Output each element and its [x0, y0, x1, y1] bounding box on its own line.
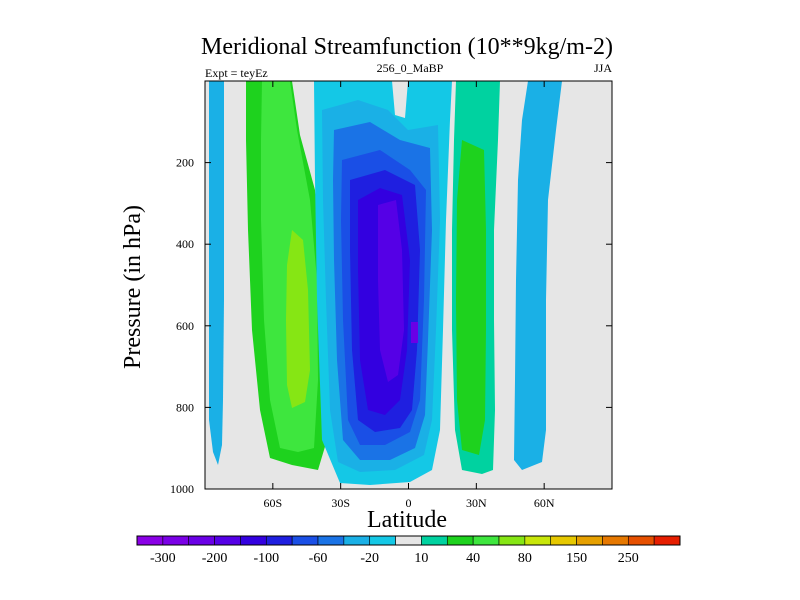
x-tick-label: 0 [406, 496, 412, 510]
colorbar-swatch [162, 535, 190, 546]
contour-fill-layer [209, 81, 562, 485]
colorbar-swatch [369, 535, 396, 546]
colorbar-tick-label: -200 [202, 551, 228, 566]
colorbar-tick-label: 250 [618, 551, 639, 566]
colorbar-swatch [421, 535, 448, 546]
colorbar-swatch [188, 535, 215, 546]
colorbar-tick-label: 40 [466, 551, 480, 566]
colorbar-tick-label: -60 [309, 551, 328, 566]
y-axis-label: Pressure (in hPa) [120, 205, 146, 369]
colorbar-swatch [317, 535, 345, 546]
y-tick-label: 1000 [170, 482, 194, 496]
colorbar-swatch [550, 535, 577, 546]
colorbar-swatch [653, 535, 681, 546]
x-axis: 60S 30S 0 30N 60N [263, 81, 555, 510]
chart-title: Meridional Streamfunction (10**9kg/m-2) [201, 34, 613, 60]
run-label: 256_0_MaBP [377, 61, 444, 75]
colorbar-tick-label: 150 [566, 551, 587, 566]
colorbar-swatch [627, 535, 655, 546]
colorbar-swatch [136, 535, 164, 546]
colorbar-swatch [446, 535, 474, 546]
contour-hadley-core [378, 200, 404, 382]
colorbar-tick-label: -100 [253, 551, 279, 566]
colorbar-swatch [602, 535, 629, 546]
colorbar-swatch [472, 535, 500, 546]
colorbar-tick-label: 80 [518, 551, 532, 566]
colorbar-swatch [265, 535, 293, 546]
colorbar-frame [136, 535, 681, 546]
contour-nh-positive-core [456, 140, 486, 455]
colorbar-tick-label: -20 [360, 551, 379, 566]
y-tick-label: 200 [176, 156, 194, 170]
colorbar-swatch [576, 535, 603, 546]
colorbar-swatch [291, 535, 319, 546]
y-tick-label: 600 [176, 319, 194, 333]
y-tick-label: 800 [176, 400, 194, 414]
x-tick-label: 30N [466, 496, 487, 510]
contour-sh-positive-core [286, 230, 310, 408]
colorbar-tick-label: 10 [414, 551, 428, 566]
x-axis-label: Latitude [367, 507, 447, 533]
contour-nh-negative [514, 81, 562, 470]
colorbar-tick-label: -300 [150, 551, 176, 566]
plot-area: 60S 30S 0 30N 60N 200 400 600 800 1000 [170, 80, 613, 510]
colorbar-swatch [240, 535, 267, 546]
colorbar-swatch [498, 535, 526, 546]
contour-hadley-core-spot [411, 322, 418, 343]
x-tick-label: 60N [534, 496, 555, 510]
colorbar: -300 -200 -100 -60 -20 10 40 80 150 250 [136, 535, 681, 566]
season-label: JJA [594, 61, 612, 75]
contour-sh-edge [209, 81, 224, 465]
experiment-label: Expt = teyEz [205, 66, 268, 80]
x-tick-label: 60S [263, 496, 282, 510]
colorbar-swatch [524, 535, 552, 546]
colorbar-swatch [214, 535, 241, 546]
y-axis: 200 400 600 800 1000 [170, 156, 612, 496]
colorbar-swatch [343, 535, 371, 546]
x-tick-label: 30S [331, 496, 350, 510]
y-tick-label: 400 [176, 237, 194, 251]
colorbar-swatch [395, 535, 422, 546]
